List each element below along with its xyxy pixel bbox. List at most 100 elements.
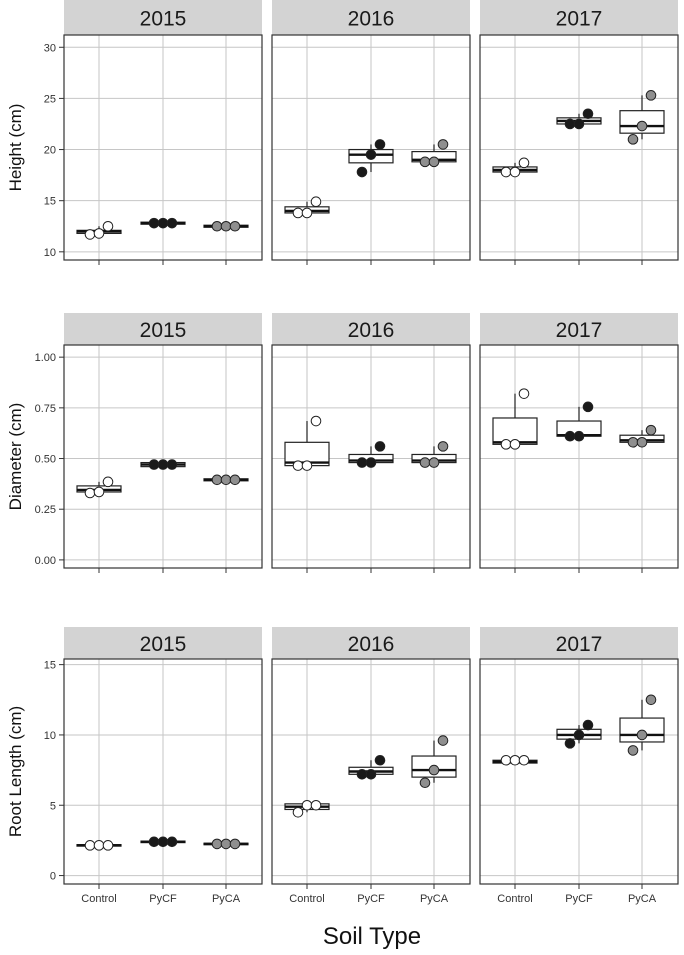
data-point bbox=[84, 229, 96, 240]
panel-2015: 2015 Control PyCF PyCA bbox=[63, 627, 263, 905]
data-point bbox=[509, 439, 521, 450]
data-point bbox=[582, 719, 594, 731]
facet-strip-label: 2016 bbox=[348, 8, 395, 31]
data-point bbox=[102, 840, 114, 851]
facet-strip bbox=[480, 627, 678, 659]
data-point bbox=[84, 840, 96, 851]
box-control bbox=[284, 799, 330, 818]
y-tick-label: 5 bbox=[50, 800, 56, 812]
x-tick-label: PyCF bbox=[149, 893, 177, 905]
data-point bbox=[356, 457, 368, 468]
data-point bbox=[229, 474, 241, 486]
data-point bbox=[627, 437, 639, 448]
data-point bbox=[292, 806, 304, 818]
facet-row-1: Height (cm) 10 15 20 25 30 2015 2016 2017 bbox=[6, 0, 679, 265]
y-tick-label: 0.50 bbox=[35, 454, 56, 466]
facet-strip bbox=[272, 627, 470, 659]
box-pyca bbox=[619, 424, 665, 448]
data-point bbox=[518, 388, 530, 399]
data-point bbox=[500, 439, 512, 450]
box-pycf bbox=[556, 401, 602, 442]
y-tick-label: 10 bbox=[44, 247, 56, 259]
data-point bbox=[573, 430, 585, 442]
data-point bbox=[229, 220, 241, 232]
box-pyca bbox=[411, 139, 457, 168]
data-point bbox=[582, 108, 594, 120]
data-point bbox=[518, 157, 530, 169]
data-point bbox=[428, 457, 440, 468]
facet-strip bbox=[480, 313, 678, 345]
x-tick-label: Control bbox=[289, 893, 324, 905]
y-tick-label: 10 bbox=[44, 730, 56, 742]
y-tick-label: 0.25 bbox=[35, 504, 56, 516]
data-point bbox=[148, 217, 160, 229]
data-point bbox=[157, 217, 169, 229]
panel-2017: 2017 bbox=[479, 313, 679, 573]
data-point bbox=[437, 441, 449, 452]
data-point bbox=[93, 840, 105, 851]
panel-2015: 2015 bbox=[63, 313, 263, 573]
data-point bbox=[211, 474, 223, 486]
data-point bbox=[500, 754, 512, 766]
box-pyca bbox=[203, 220, 249, 232]
facet-strip bbox=[64, 627, 262, 659]
data-point bbox=[166, 836, 178, 848]
box-pyca bbox=[203, 474, 249, 486]
x-tick-label: PyCA bbox=[212, 893, 241, 905]
y-tick-label: 20 bbox=[44, 145, 56, 157]
data-point bbox=[310, 196, 322, 208]
box-control bbox=[76, 476, 122, 499]
data-point bbox=[220, 220, 232, 232]
data-point bbox=[166, 459, 178, 470]
data-point bbox=[301, 799, 313, 811]
facet-strip bbox=[272, 313, 470, 345]
data-point bbox=[437, 139, 449, 150]
box-pycf bbox=[348, 441, 394, 468]
data-point bbox=[220, 838, 232, 850]
x-tick-label: Control bbox=[497, 893, 532, 905]
data-point bbox=[573, 729, 585, 741]
data-point bbox=[564, 738, 576, 749]
panel-2015: 2015 bbox=[63, 0, 263, 265]
box-pyca bbox=[411, 441, 457, 468]
box-pycf bbox=[556, 108, 602, 130]
data-point bbox=[509, 754, 521, 766]
data-point bbox=[220, 474, 232, 486]
y-tick-label: 15 bbox=[44, 196, 56, 208]
y-tick-label: 1.00 bbox=[35, 352, 56, 364]
box-pyca bbox=[411, 735, 457, 789]
y-axis-label: Root Length (cm) bbox=[6, 706, 25, 837]
box-control bbox=[76, 840, 122, 851]
x-axis-title: Soil Type bbox=[323, 923, 421, 950]
data-point bbox=[310, 415, 322, 427]
data-point bbox=[573, 118, 585, 130]
data-point bbox=[437, 735, 449, 746]
y-tick-label: 30 bbox=[44, 42, 56, 54]
y-tick-label: 15 bbox=[44, 660, 56, 672]
box-pycf bbox=[348, 754, 394, 780]
data-point bbox=[627, 745, 639, 756]
x-tick-label: PyCF bbox=[565, 893, 593, 905]
x-tick-label: PyCA bbox=[628, 893, 657, 905]
data-point bbox=[582, 401, 594, 413]
facet-strip bbox=[272, 0, 470, 35]
data-point bbox=[419, 156, 431, 168]
y-axis-label: Diameter (cm) bbox=[6, 403, 25, 511]
data-point bbox=[374, 441, 386, 452]
data-point bbox=[166, 217, 178, 229]
data-point bbox=[509, 166, 521, 178]
facet-strip-label: 2015 bbox=[140, 633, 187, 656]
box-pyca bbox=[203, 838, 249, 850]
data-point bbox=[292, 460, 304, 471]
data-point bbox=[148, 836, 160, 848]
box-pyca bbox=[619, 694, 665, 756]
data-point bbox=[211, 838, 223, 850]
data-point bbox=[627, 134, 639, 145]
data-point bbox=[645, 694, 657, 706]
box-control bbox=[284, 415, 330, 471]
y-tick-label: 25 bbox=[44, 93, 56, 105]
y-axis-label: Height (cm) bbox=[6, 104, 25, 192]
data-point bbox=[518, 754, 530, 766]
x-tick-label: PyCF bbox=[357, 893, 385, 905]
data-point bbox=[365, 457, 377, 468]
